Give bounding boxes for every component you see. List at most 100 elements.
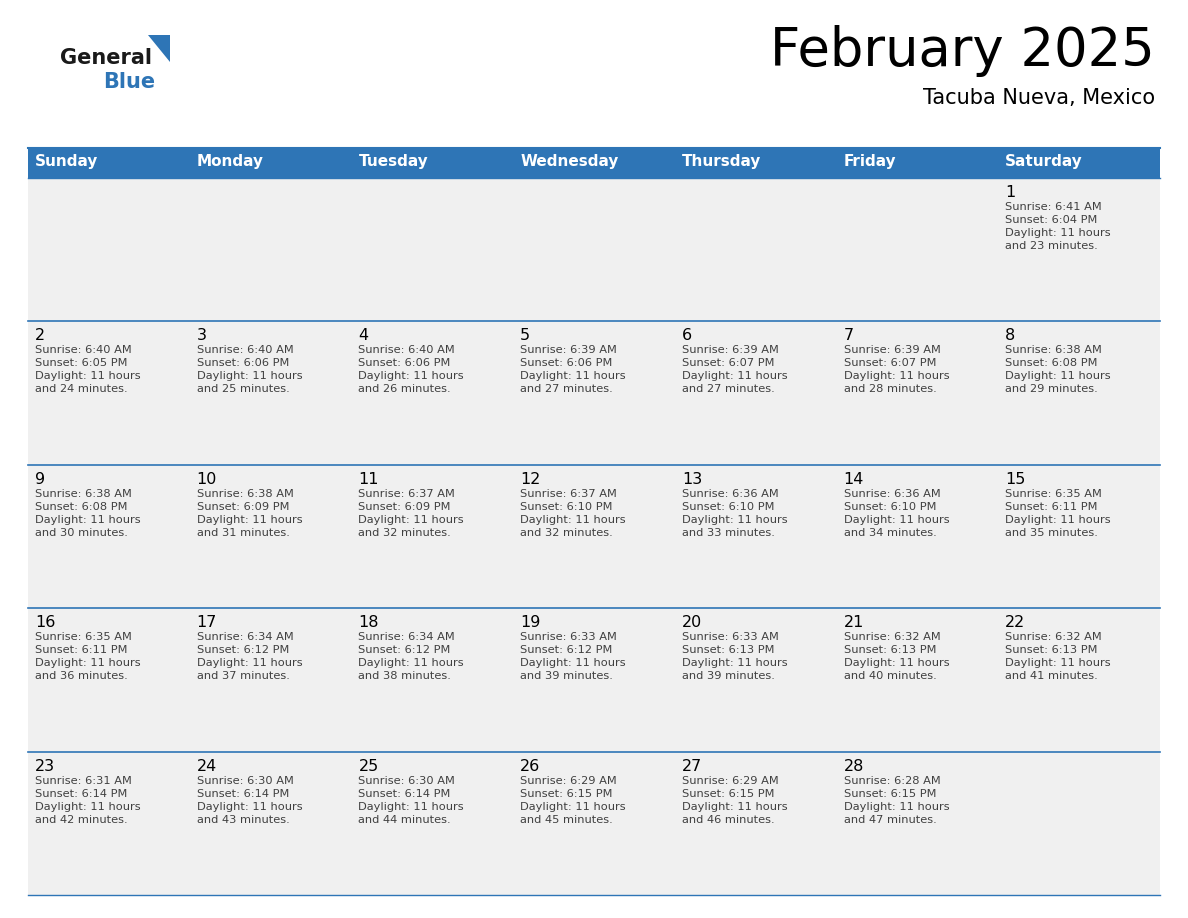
Text: Daylight: 11 hours: Daylight: 11 hours bbox=[682, 515, 788, 525]
Text: Thursday: Thursday bbox=[682, 154, 762, 169]
Text: Sunset: 6:10 PM: Sunset: 6:10 PM bbox=[682, 502, 775, 512]
Text: Daylight: 11 hours: Daylight: 11 hours bbox=[197, 801, 302, 812]
Text: 16: 16 bbox=[34, 615, 56, 630]
Bar bbox=[352, 178, 513, 321]
Text: and 39 minutes.: and 39 minutes. bbox=[682, 671, 775, 681]
Text: Daylight: 11 hours: Daylight: 11 hours bbox=[843, 372, 949, 381]
Text: Daylight: 11 hours: Daylight: 11 hours bbox=[520, 515, 626, 525]
Text: Daylight: 11 hours: Daylight: 11 hours bbox=[843, 658, 949, 668]
Text: Sunrise: 6:40 AM: Sunrise: 6:40 AM bbox=[34, 345, 132, 355]
Text: Blue: Blue bbox=[103, 72, 156, 92]
Text: Sunset: 6:13 PM: Sunset: 6:13 PM bbox=[843, 645, 936, 655]
Text: Sunrise: 6:33 AM: Sunrise: 6:33 AM bbox=[682, 633, 778, 643]
Bar bbox=[190, 752, 352, 895]
Bar bbox=[513, 321, 675, 465]
Text: Tuesday: Tuesday bbox=[359, 154, 428, 169]
Text: Sunrise: 6:41 AM: Sunrise: 6:41 AM bbox=[1005, 202, 1102, 212]
Text: 17: 17 bbox=[197, 615, 217, 630]
Bar bbox=[190, 465, 352, 609]
Text: 18: 18 bbox=[359, 615, 379, 630]
Text: Sunrise: 6:38 AM: Sunrise: 6:38 AM bbox=[1005, 345, 1102, 355]
Text: and 47 minutes.: and 47 minutes. bbox=[843, 814, 936, 824]
Bar bbox=[998, 752, 1159, 895]
Text: Daylight: 11 hours: Daylight: 11 hours bbox=[197, 372, 302, 381]
Bar bbox=[352, 752, 513, 895]
Text: and 38 minutes.: and 38 minutes. bbox=[359, 671, 451, 681]
Text: Daylight: 11 hours: Daylight: 11 hours bbox=[1005, 658, 1111, 668]
Text: Sunrise: 6:38 AM: Sunrise: 6:38 AM bbox=[34, 488, 132, 498]
Text: Sunset: 6:08 PM: Sunset: 6:08 PM bbox=[34, 502, 127, 512]
Text: Sunrise: 6:39 AM: Sunrise: 6:39 AM bbox=[682, 345, 778, 355]
Text: and 42 minutes.: and 42 minutes. bbox=[34, 814, 127, 824]
Text: Daylight: 11 hours: Daylight: 11 hours bbox=[359, 801, 465, 812]
Text: Sunset: 6:09 PM: Sunset: 6:09 PM bbox=[359, 502, 451, 512]
Bar bbox=[998, 465, 1159, 609]
Text: 2: 2 bbox=[34, 329, 45, 343]
Text: and 27 minutes.: and 27 minutes. bbox=[682, 385, 775, 395]
Text: Sunrise: 6:32 AM: Sunrise: 6:32 AM bbox=[843, 633, 941, 643]
Text: Daylight: 11 hours: Daylight: 11 hours bbox=[682, 658, 788, 668]
Text: and 28 minutes.: and 28 minutes. bbox=[843, 385, 936, 395]
Bar bbox=[29, 609, 190, 752]
Text: and 35 minutes.: and 35 minutes. bbox=[1005, 528, 1098, 538]
Text: Sunrise: 6:31 AM: Sunrise: 6:31 AM bbox=[34, 776, 132, 786]
Bar bbox=[513, 609, 675, 752]
Text: Sunrise: 6:40 AM: Sunrise: 6:40 AM bbox=[197, 345, 293, 355]
Text: 14: 14 bbox=[843, 472, 864, 487]
Text: Daylight: 11 hours: Daylight: 11 hours bbox=[197, 658, 302, 668]
Bar bbox=[29, 752, 190, 895]
Text: Sunset: 6:11 PM: Sunset: 6:11 PM bbox=[34, 645, 127, 655]
Text: 7: 7 bbox=[843, 329, 854, 343]
Bar bbox=[836, 178, 998, 321]
Text: Daylight: 11 hours: Daylight: 11 hours bbox=[197, 515, 302, 525]
Text: Sunset: 6:04 PM: Sunset: 6:04 PM bbox=[1005, 215, 1098, 225]
Text: Sunrise: 6:38 AM: Sunrise: 6:38 AM bbox=[197, 488, 293, 498]
Text: Sunrise: 6:33 AM: Sunrise: 6:33 AM bbox=[520, 633, 617, 643]
Text: and 31 minutes.: and 31 minutes. bbox=[197, 528, 290, 538]
Text: and 36 minutes.: and 36 minutes. bbox=[34, 671, 128, 681]
Text: Sunrise: 6:28 AM: Sunrise: 6:28 AM bbox=[843, 776, 941, 786]
Text: Wednesday: Wednesday bbox=[520, 154, 619, 169]
Text: Sunset: 6:12 PM: Sunset: 6:12 PM bbox=[520, 645, 613, 655]
Text: Saturday: Saturday bbox=[1005, 154, 1083, 169]
Bar bbox=[29, 148, 1159, 178]
Text: and 26 minutes.: and 26 minutes. bbox=[359, 385, 451, 395]
Text: Sunrise: 6:39 AM: Sunrise: 6:39 AM bbox=[520, 345, 617, 355]
Text: 13: 13 bbox=[682, 472, 702, 487]
Bar bbox=[675, 752, 836, 895]
Bar bbox=[836, 321, 998, 465]
Text: and 40 minutes.: and 40 minutes. bbox=[843, 671, 936, 681]
Text: General: General bbox=[61, 48, 152, 68]
Text: and 24 minutes.: and 24 minutes. bbox=[34, 385, 127, 395]
Text: Sunrise: 6:29 AM: Sunrise: 6:29 AM bbox=[520, 776, 617, 786]
Text: Daylight: 11 hours: Daylight: 11 hours bbox=[34, 515, 140, 525]
Text: Daylight: 11 hours: Daylight: 11 hours bbox=[359, 658, 465, 668]
Text: and 34 minutes.: and 34 minutes. bbox=[843, 528, 936, 538]
Text: and 46 minutes.: and 46 minutes. bbox=[682, 814, 775, 824]
Text: Sunrise: 6:37 AM: Sunrise: 6:37 AM bbox=[359, 488, 455, 498]
Text: and 41 minutes.: and 41 minutes. bbox=[1005, 671, 1098, 681]
Polygon shape bbox=[148, 35, 170, 62]
Text: 5: 5 bbox=[520, 329, 530, 343]
Text: Sunrise: 6:34 AM: Sunrise: 6:34 AM bbox=[197, 633, 293, 643]
Text: Sunset: 6:07 PM: Sunset: 6:07 PM bbox=[843, 358, 936, 368]
Bar bbox=[513, 178, 675, 321]
Bar bbox=[29, 465, 190, 609]
Text: 23: 23 bbox=[34, 758, 55, 774]
Text: Monday: Monday bbox=[197, 154, 264, 169]
Text: Daylight: 11 hours: Daylight: 11 hours bbox=[682, 801, 788, 812]
Text: Sunrise: 6:35 AM: Sunrise: 6:35 AM bbox=[1005, 488, 1102, 498]
Text: Sunrise: 6:29 AM: Sunrise: 6:29 AM bbox=[682, 776, 778, 786]
Bar bbox=[513, 752, 675, 895]
Text: and 44 minutes.: and 44 minutes. bbox=[359, 814, 451, 824]
Text: Sunrise: 6:34 AM: Sunrise: 6:34 AM bbox=[359, 633, 455, 643]
Text: Sunset: 6:06 PM: Sunset: 6:06 PM bbox=[197, 358, 289, 368]
Bar bbox=[675, 178, 836, 321]
Text: Sunset: 6:10 PM: Sunset: 6:10 PM bbox=[520, 502, 613, 512]
Text: Daylight: 11 hours: Daylight: 11 hours bbox=[1005, 228, 1111, 238]
Text: 3: 3 bbox=[197, 329, 207, 343]
Bar bbox=[998, 178, 1159, 321]
Text: and 33 minutes.: and 33 minutes. bbox=[682, 528, 775, 538]
Text: Daylight: 11 hours: Daylight: 11 hours bbox=[843, 515, 949, 525]
Text: 19: 19 bbox=[520, 615, 541, 630]
